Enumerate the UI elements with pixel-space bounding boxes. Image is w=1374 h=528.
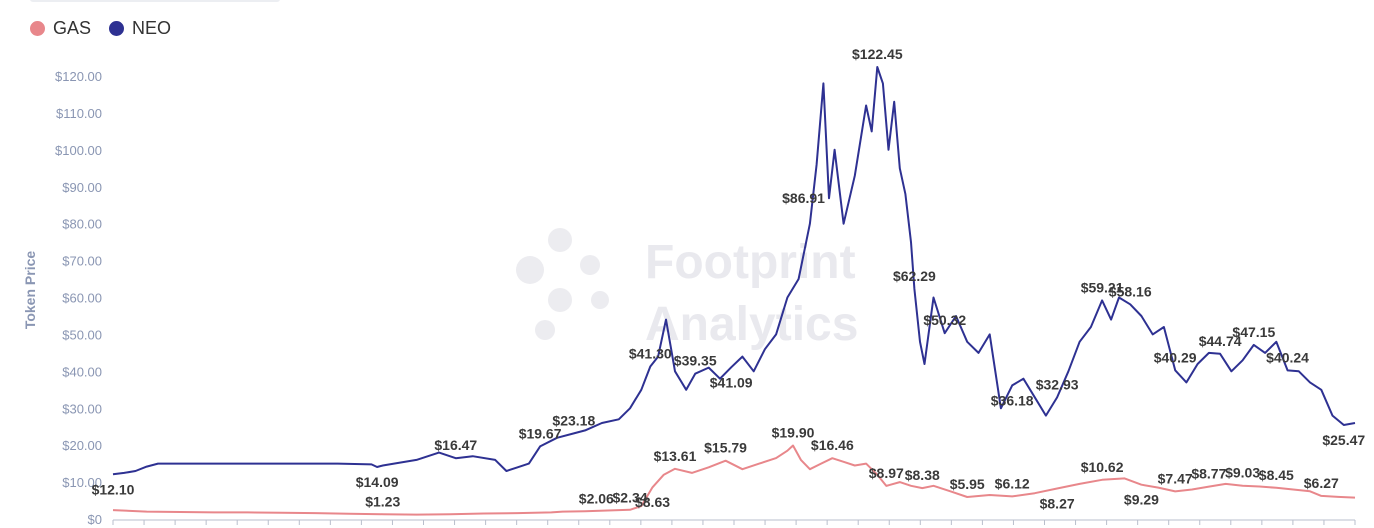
data-label: $5.95: [950, 476, 985, 492]
data-label: $19.90: [772, 425, 815, 441]
data-label: $12.10: [92, 481, 135, 497]
data-label: $25.47: [1322, 432, 1365, 448]
watermark-logo-dot: [548, 288, 572, 312]
y-tick-label: $10.00: [62, 475, 102, 490]
data-label: $41.30: [629, 346, 672, 362]
collapsed-title-bar: [30, 0, 280, 2]
data-label: $39.35: [674, 353, 717, 369]
data-label: $15.79: [704, 440, 747, 456]
data-label: $16.46: [811, 437, 854, 453]
data-label: $8.38: [905, 467, 940, 483]
legend: GAS NEO: [30, 18, 171, 39]
gas-swatch-icon: [30, 21, 45, 36]
data-label: $50.32: [923, 312, 966, 328]
data-label: $16.47: [434, 437, 477, 453]
watermark-logo-dot: [591, 291, 609, 309]
legend-label-gas: GAS: [53, 18, 92, 38]
y-tick-label: $100.00: [55, 143, 102, 158]
data-label: $40.29: [1154, 349, 1197, 365]
data-label: $2.34: [613, 489, 648, 505]
data-label: $36.18: [991, 392, 1034, 408]
data-label: $59.21: [1081, 279, 1124, 295]
neo-swatch-icon: [109, 21, 125, 36]
y-tick-label: $90.00: [62, 180, 102, 195]
data-label: $41.09: [710, 374, 753, 390]
legend-label-neo: NEO: [132, 18, 172, 38]
data-label: $13.61: [654, 448, 697, 464]
y-tick-label: $110.00: [56, 106, 102, 121]
data-label: $122.45: [852, 46, 903, 62]
y-tick-label: $30.00: [62, 401, 102, 416]
data-label: $44.74: [1199, 333, 1242, 349]
y-tick-label: $70.00: [62, 254, 102, 269]
y-tick-label: $120.00: [55, 69, 102, 84]
watermark-text: Analytics: [645, 298, 858, 351]
data-label: $6.12: [995, 475, 1030, 491]
data-label: $8.63: [635, 494, 670, 510]
watermark-logo-dot: [516, 256, 544, 284]
data-label: $7.47: [1158, 470, 1193, 486]
watermark-logo-dot: [535, 320, 555, 340]
data-label: $9.29: [1124, 492, 1159, 508]
y-tick-label: $60.00: [62, 291, 102, 306]
data-label: $86.91: [782, 190, 825, 206]
data-label: $10.62: [1081, 459, 1124, 475]
y-tick-label: $40.00: [62, 364, 102, 379]
data-label: $9.03: [1225, 465, 1260, 481]
data-label: $2.06: [579, 490, 614, 506]
data-label: $8.27: [1040, 495, 1075, 511]
data-label: $8.97: [869, 465, 904, 481]
y-tick-label: $0: [88, 512, 102, 527]
data-label: $23.18: [552, 412, 595, 428]
data-label: $8.45: [1259, 467, 1294, 483]
watermark-logo-dot: [548, 228, 572, 252]
data-label: $47.15: [1232, 324, 1275, 340]
watermark: Footprint Analytics: [516, 228, 858, 351]
series-line-gas: [112, 444, 1356, 516]
watermark-text: Footprint: [645, 236, 856, 289]
data-label: $32.93: [1036, 376, 1079, 392]
data-label: $8.77: [1191, 466, 1226, 482]
y-tick-label: $20.00: [62, 438, 102, 453]
data-label: $62.29: [893, 268, 936, 284]
data-label: $14.09: [356, 474, 399, 490]
data-label: $58.16: [1109, 283, 1152, 299]
series-line-neo: [112, 66, 1356, 476]
legend-item-neo[interactable]: NEO: [109, 18, 171, 39]
data-label: $6.27: [1304, 475, 1339, 491]
y-tick-label: $50.00: [62, 327, 102, 342]
data-label: $40.24: [1266, 349, 1309, 365]
y-tick-label: $80.00: [62, 217, 102, 232]
legend-item-gas[interactable]: GAS: [30, 18, 91, 39]
data-label: $1.23: [365, 493, 400, 509]
watermark-logo-dot: [580, 255, 600, 275]
data-label: $19.67: [519, 425, 562, 441]
